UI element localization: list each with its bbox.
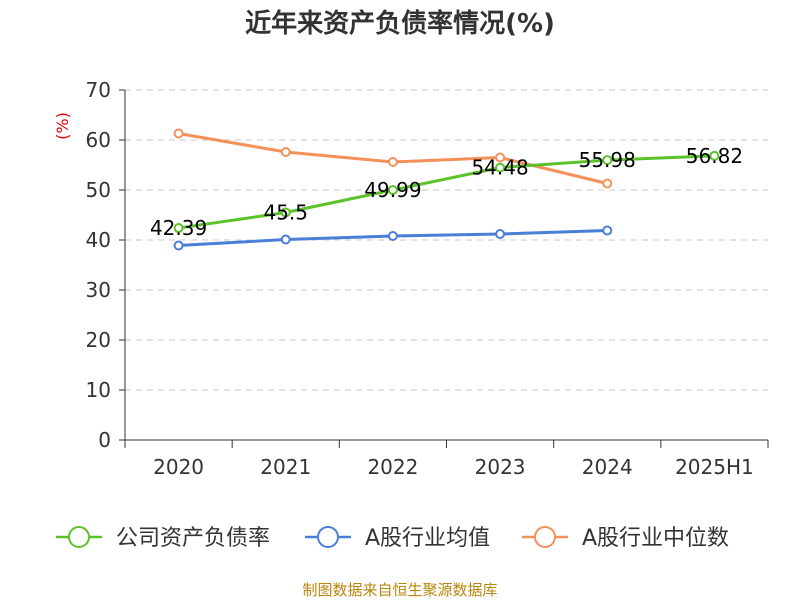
series-2-point-2021 [280,147,291,157]
legend-marker-0 [68,526,90,548]
chart-title: 近年来资产负债率情况(%) [245,8,555,39]
y-tick-label-0: 0 [98,428,111,452]
series-0-point-2024 [602,155,613,166]
series-1-point-2024 [602,225,613,236]
data-label-2025H1: 56.82 [686,144,743,168]
data-label-2021: 45.5 [263,201,308,225]
data-label-2023: 54.48 [471,156,528,180]
series-1-point-2020 [173,240,184,251]
series-0-point-2021 [280,207,291,218]
x-tick-label-2020: 2020 [153,455,204,479]
legend-marker-2 [534,526,556,548]
legend-item-1[interactable]: A股行业均值 [305,526,490,551]
y-tick-label-20: 20 [86,328,111,352]
legend-label-1: A股行业均值 [365,526,490,551]
data-label-2024: 55.98 [579,148,636,172]
y-tick-label-10: 10 [86,378,111,402]
data-source: 制图数据来自恒生聚源数据库 [302,581,497,599]
data-label-2022: 49.99 [364,178,421,202]
y-tick-label-70: 70 [86,78,111,102]
grid-lines [125,89,768,391]
series-0-point-2022 [387,185,398,196]
x-tick-label-2024: 2024 [582,455,633,479]
series-line-0 [178,154,715,230]
y-axis-label: (%) [53,112,72,140]
y-tick-label-40: 40 [86,228,111,252]
series-2-point-2024 [602,178,613,189]
legend-item-2[interactable]: A股行业中位数 [522,526,729,551]
legend-label-2: A股行业中位数 [582,526,729,551]
y-tick-label-50: 50 [86,178,111,202]
x-tick-label-2022: 2022 [367,455,418,479]
x-tick-label-2025H1: 2025H1 [675,455,754,479]
series-2-point-2022 [387,157,398,167]
data-labels: 42.39 45.5 49.99 54.48 55.98 56.82 [150,144,743,240]
series-0-point-2025H1 [709,150,720,161]
series-1-point-2023 [495,229,506,239]
x-tick-label-2023: 2023 [475,455,526,479]
series-group [173,128,720,251]
y-tick-label-60: 60 [86,128,111,152]
data-label-2020: 42.39 [150,216,207,240]
x-tick-label-2021: 2021 [260,455,311,479]
series-1-point-2021 [280,234,291,245]
series-1-point-2022 [387,231,398,241]
axes: 0 10 20 30 40 50 60 70 2020 2021 2022 2023 2024 2025H… [86,78,769,479]
series-0-point-2023 [495,162,506,173]
series-0-point-2020 [173,223,184,234]
series-2-point-2020 [173,128,184,139]
y-tick-label-30: 30 [86,278,111,302]
legend-label-0: 公司资产负债率 [116,526,270,551]
legend[interactable]: 公司资产负债率 A股行业均值 A股行业中位数 [56,526,729,551]
legend-marker-1 [317,526,339,548]
legend-item-0[interactable]: 公司资产负债率 [56,526,270,551]
series-2-point-2023 [495,152,506,163]
